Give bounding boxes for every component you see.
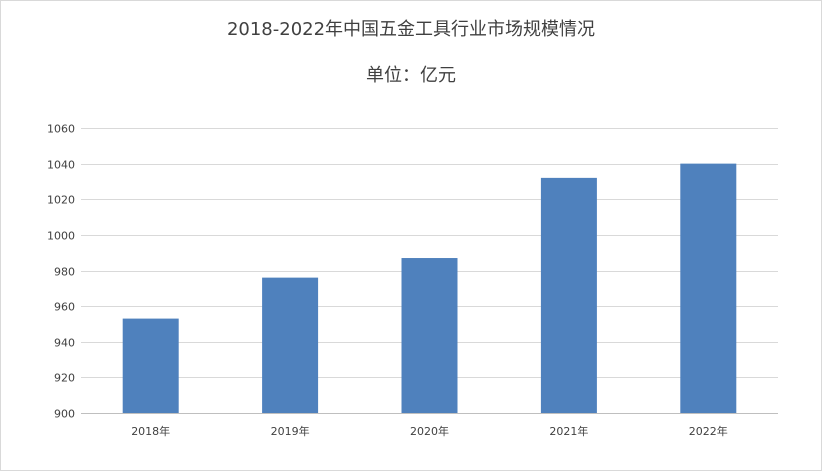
chart-title: 2018-2022年中国五金工具行业市场规模情况 [226,19,596,40]
x-tick-label: 2021年 [549,424,588,438]
bar [680,163,737,413]
x-tick-label: 2018年 [131,424,170,438]
y-tick-label: 1040 [47,159,75,172]
bar [401,258,458,413]
bar [122,318,179,413]
y-tick-label: 1060 [47,123,75,136]
y-tick-label: 1020 [47,194,75,207]
y-tick-label: 1000 [47,230,75,243]
x-tick-label: 2019年 [271,424,310,438]
y-tick-label: 900 [54,408,75,421]
chart-subtitle: 单位：亿元 [366,65,456,86]
y-tick-label: 920 [54,372,75,385]
y-tick-label: 940 [54,337,75,350]
y-tick-label: 980 [54,266,75,279]
bar [540,177,597,413]
x-tick-label: 2022年 [689,424,728,438]
y-tick-label: 960 [54,301,75,314]
bar [262,277,319,413]
x-tick-label: 2020年 [410,424,449,438]
